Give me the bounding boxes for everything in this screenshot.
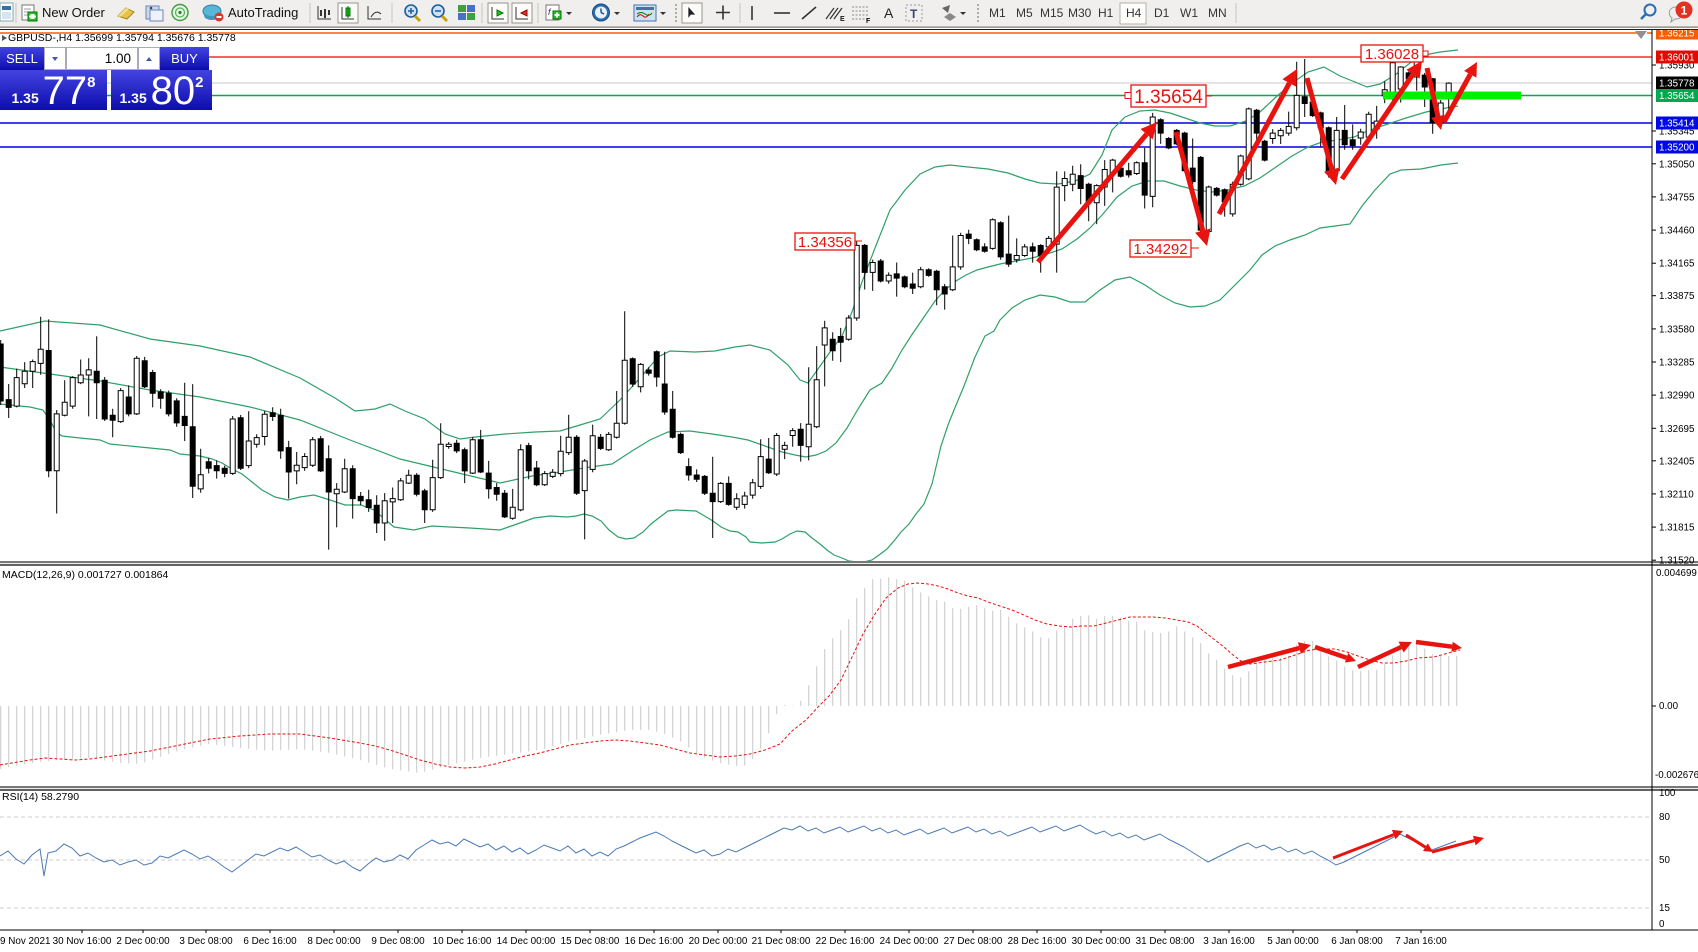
svg-text:2 Dec 00:00: 2 Dec 00:00 (116, 936, 170, 947)
svg-text:1.36001: 1.36001 (1659, 53, 1694, 64)
svg-text:1.34755: 1.34755 (1659, 192, 1695, 203)
svg-text:6 Dec 16:00: 6 Dec 16:00 (243, 936, 297, 947)
svg-text:M1: M1 (989, 6, 1006, 20)
svg-text:6 Jan 08:00: 6 Jan 08:00 (1331, 936, 1383, 947)
svg-text:7 Jan 16:00: 7 Jan 16:00 (1395, 936, 1447, 947)
svg-text:15 Dec 08:00: 15 Dec 08:00 (561, 936, 620, 947)
svg-text:M5: M5 (1016, 6, 1033, 20)
svg-text:E: E (840, 16, 845, 23)
svg-text:1.32110: 1.32110 (1659, 489, 1694, 500)
svg-text:-0.002676: -0.002676 (1655, 770, 1698, 781)
svg-text:3 Dec 08:00: 3 Dec 08:00 (179, 936, 233, 947)
svg-text:1.33875: 1.33875 (1659, 291, 1695, 302)
svg-text:9 Dec 08:00: 9 Dec 08:00 (371, 936, 425, 947)
svg-text:1.35654: 1.35654 (1659, 91, 1695, 102)
svg-text:30 Nov 16:00: 30 Nov 16:00 (53, 936, 112, 947)
svg-text:AutoTrading: AutoTrading (228, 5, 298, 20)
svg-text:MN: MN (1208, 6, 1227, 20)
svg-text:0.00: 0.00 (1659, 701, 1679, 712)
svg-text:1.36215: 1.36215 (1659, 29, 1695, 40)
svg-text:1.33285: 1.33285 (1659, 358, 1695, 369)
svg-text:1.35414: 1.35414 (1659, 119, 1695, 130)
svg-text:1.32990: 1.32990 (1659, 391, 1695, 402)
svg-text:1.33580: 1.33580 (1659, 324, 1695, 335)
svg-text:1.35050: 1.35050 (1659, 159, 1695, 170)
svg-text:1.34356: 1.34356 (798, 234, 852, 251)
svg-text:1: 1 (1681, 4, 1688, 18)
svg-text:31 Dec 08:00: 31 Dec 08:00 (1136, 936, 1195, 947)
svg-text:A: A (884, 5, 894, 21)
svg-text:80: 80 (1659, 812, 1670, 823)
svg-text:1.34292: 1.34292 (1133, 241, 1187, 258)
svg-text:27 Dec 08:00: 27 Dec 08:00 (944, 936, 1003, 947)
svg-text:1.35345: 1.35345 (1659, 127, 1695, 138)
svg-text:0: 0 (1659, 919, 1665, 930)
svg-text:5 Jan 00:00: 5 Jan 00:00 (1267, 936, 1319, 947)
svg-text:14 Dec 00:00: 14 Dec 00:00 (497, 936, 556, 947)
svg-text:21 Dec 08:00: 21 Dec 08:00 (752, 936, 811, 947)
svg-text:8 Dec 00:00: 8 Dec 00:00 (307, 936, 361, 947)
svg-text:H4: H4 (1126, 6, 1142, 20)
svg-text:1.32405: 1.32405 (1659, 456, 1695, 467)
svg-text:100: 100 (1659, 788, 1676, 799)
svg-text:15: 15 (1659, 903, 1670, 914)
svg-text:1.31520: 1.31520 (1659, 556, 1695, 567)
svg-text:f: f (548, 7, 552, 17)
svg-text:1.35654: 1.35654 (1134, 87, 1203, 108)
svg-text:M30: M30 (1068, 6, 1092, 20)
svg-text:F: F (866, 18, 871, 25)
svg-text:10 Dec 16:00: 10 Dec 16:00 (433, 936, 492, 947)
svg-text:MACD(12,26,9) 0.001727 0.00186: MACD(12,26,9) 0.001727 0.001864 (2, 569, 169, 581)
svg-text:1.34165: 1.34165 (1659, 259, 1695, 270)
svg-text:New Order: New Order (42, 5, 106, 20)
svg-text:28 Dec 16:00: 28 Dec 16:00 (1008, 936, 1067, 947)
svg-text:24 Dec 00:00: 24 Dec 00:00 (880, 936, 939, 947)
svg-text:1.36028: 1.36028 (1365, 46, 1419, 63)
svg-text:H1: H1 (1098, 6, 1114, 20)
svg-text:50: 50 (1659, 855, 1670, 866)
svg-text:0.004699: 0.004699 (1656, 568, 1697, 579)
svg-text:16 Dec 16:00: 16 Dec 16:00 (625, 936, 684, 947)
svg-text:M15: M15 (1040, 6, 1064, 20)
svg-text:1.35200: 1.35200 (1659, 143, 1695, 154)
svg-text:T: T (910, 7, 918, 21)
svg-text:1.32695: 1.32695 (1659, 424, 1695, 435)
svg-text:W1: W1 (1180, 6, 1198, 20)
svg-text:RSI(14) 58.2790: RSI(14) 58.2790 (2, 791, 79, 803)
svg-text:20 Dec 00:00: 20 Dec 00:00 (689, 936, 748, 947)
svg-text:30 Dec 00:00: 30 Dec 00:00 (1072, 936, 1131, 947)
svg-text:1.35778: 1.35778 (1659, 79, 1695, 90)
svg-text:22 Dec 16:00: 22 Dec 16:00 (816, 936, 875, 947)
svg-text:1.35930: 1.35930 (1659, 61, 1695, 72)
svg-text:1.34460: 1.34460 (1659, 226, 1695, 237)
svg-text:GBPUSD-,H4 1.35699 1.35794 1.: GBPUSD-,H4 1.35699 1.35794 1.35676 1.357… (8, 32, 236, 44)
svg-text:1.31815: 1.31815 (1659, 523, 1695, 534)
svg-text:9 Nov 2021: 9 Nov 2021 (0, 936, 51, 947)
svg-text:3 Jan 16:00: 3 Jan 16:00 (1203, 936, 1255, 947)
svg-text:D1: D1 (1154, 6, 1170, 20)
